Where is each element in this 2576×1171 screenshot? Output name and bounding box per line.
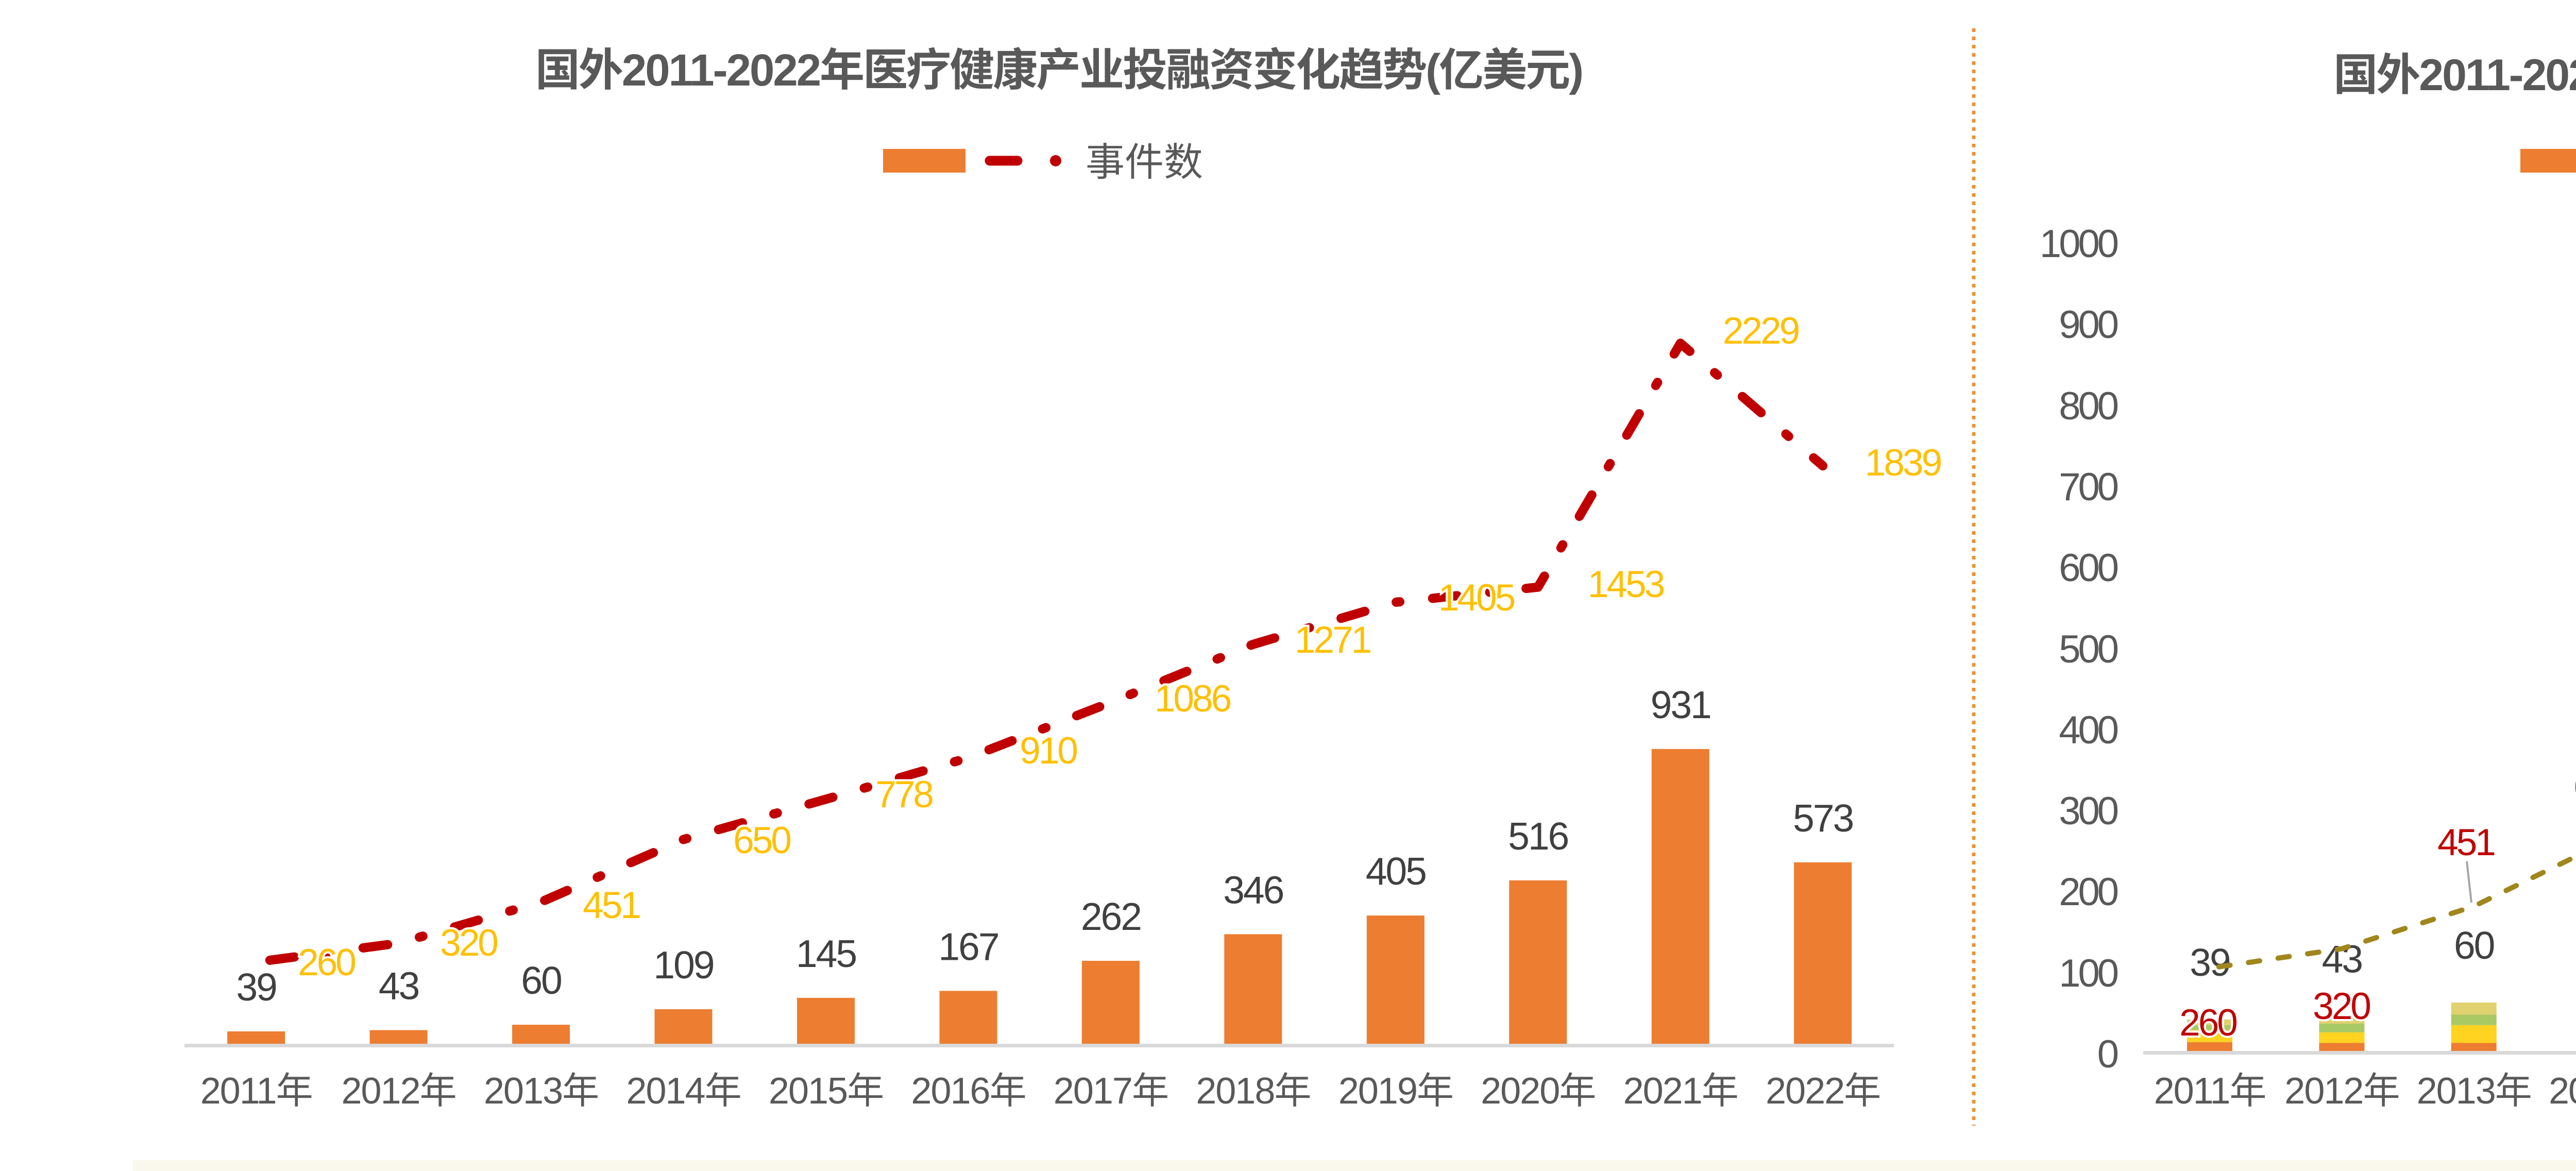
svg-text:39: 39 [236, 956, 276, 1012]
svg-text:60: 60 [2454, 914, 2494, 970]
svg-text:650: 650 [733, 810, 790, 864]
svg-text:1271: 1271 [1295, 609, 1371, 664]
svg-text:2014年: 2014年 [2549, 1060, 2576, 1114]
svg-text:2022年: 2022年 [1766, 1060, 1880, 1114]
svg-text:320: 320 [2313, 976, 2370, 1030]
svg-text:573: 573 [1793, 787, 1853, 843]
svg-text:600: 600 [2059, 536, 2118, 592]
svg-text:260: 260 [2179, 992, 2236, 1047]
svg-text:516: 516 [1508, 805, 1568, 861]
svg-text:800: 800 [2059, 374, 2118, 431]
svg-text:事件数: 事件数 [1086, 130, 1203, 187]
svg-text:451: 451 [583, 875, 640, 929]
svg-text:2016年: 2016年 [911, 1060, 1025, 1114]
svg-text:262: 262 [1081, 885, 1141, 941]
svg-text:2011年: 2011年 [200, 1060, 312, 1114]
svg-text:260: 260 [298, 932, 355, 987]
svg-text:650: 650 [2573, 756, 2576, 811]
svg-text:405: 405 [1366, 840, 1426, 896]
svg-text:2012年: 2012年 [2284, 1060, 2399, 1114]
svg-text:1000: 1000 [2040, 212, 2118, 268]
svg-text:43: 43 [2322, 928, 2362, 984]
svg-text:2012年: 2012年 [342, 1060, 456, 1114]
svg-text:100: 100 [2059, 941, 2118, 998]
svg-text:1453: 1453 [1588, 554, 1664, 608]
svg-text:2015年: 2015年 [769, 1060, 883, 1114]
svg-text:500: 500 [2059, 617, 2118, 674]
svg-text:0: 0 [2097, 1022, 2118, 1079]
svg-text:1086: 1086 [1155, 668, 1231, 723]
svg-text:2014年: 2014年 [626, 1060, 740, 1114]
svg-text:1405: 1405 [1438, 567, 1515, 622]
svg-text:2013年: 2013年 [2417, 1060, 2531, 1114]
svg-text:2019年: 2019年 [1338, 1060, 1453, 1114]
svg-text:2018年: 2018年 [1196, 1060, 1310, 1114]
svg-text:2020年: 2020年 [1481, 1060, 1595, 1114]
svg-text:145: 145 [796, 922, 856, 978]
svg-text:1839: 1839 [1865, 432, 1941, 487]
svg-text:910: 910 [1020, 720, 1077, 775]
svg-text:2011年: 2011年 [2154, 1060, 2266, 1114]
svg-text:346: 346 [1223, 858, 1283, 914]
svg-text:700: 700 [2059, 455, 2118, 512]
svg-text:451: 451 [2437, 812, 2495, 867]
svg-text:2013年: 2013年 [484, 1060, 598, 1114]
svg-text:2229: 2229 [1723, 300, 1799, 355]
svg-text:2021年: 2021年 [1623, 1060, 1738, 1114]
svg-text:39: 39 [2190, 931, 2230, 987]
svg-text:778: 778 [875, 764, 933, 819]
svg-text:931: 931 [1651, 673, 1710, 729]
svg-text:300: 300 [2059, 779, 2118, 836]
svg-text:60: 60 [521, 949, 561, 1005]
svg-text:200: 200 [2059, 860, 2118, 917]
svg-text:109: 109 [653, 934, 713, 990]
svg-text:2017年: 2017年 [1054, 1060, 1168, 1114]
svg-text:400: 400 [2059, 698, 2118, 755]
svg-text:320: 320 [440, 912, 497, 967]
svg-text:国外2011-2022年医疗健康产业投融资变化趋势(亿美元): 国外2011-2022年医疗健康产业投融资变化趋势(亿美元) [535, 34, 1582, 99]
svg-text:167: 167 [938, 915, 998, 971]
svg-text:43: 43 [379, 955, 419, 1011]
svg-text:900: 900 [2059, 293, 2118, 349]
svg-text:国外2011-2022年各季度融资总额及事件数（单位：亿美元: 国外2011-2022年各季度融资总额及事件数（单位：亿美元） [2333, 39, 2576, 103]
